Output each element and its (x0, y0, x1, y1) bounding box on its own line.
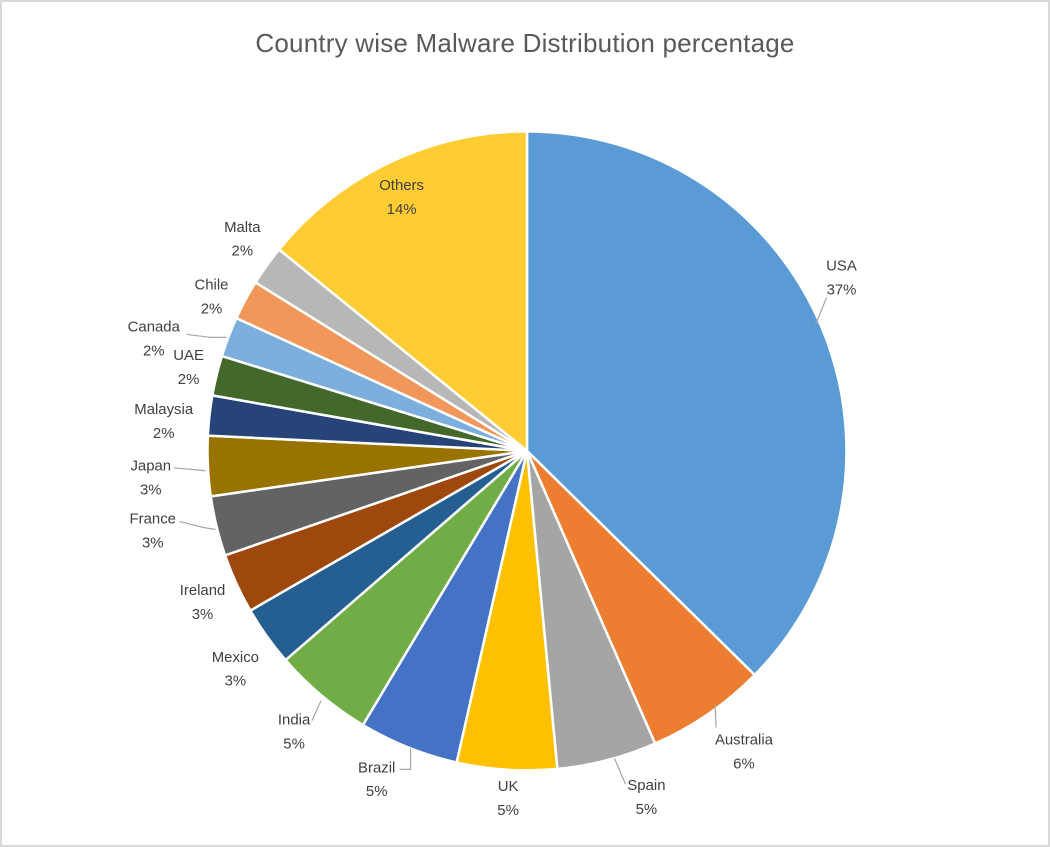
slice-label-france: France 3% (130, 510, 176, 551)
leader-line-canada (186, 333, 227, 339)
leader-line-australia (714, 704, 717, 728)
slice-label-chile: Chile 2% (195, 277, 229, 318)
slice-label-ireland: Ireland 3% (180, 582, 226, 623)
slice-label-uae: UAE 2% (173, 347, 204, 388)
leader-line-spain (614, 758, 627, 785)
pie-slice-others (277, 130, 529, 453)
slice-label-spain: Spain 5% (627, 777, 665, 818)
pie-slice-usa (525, 130, 848, 677)
slice-label-india: India 5% (278, 712, 311, 753)
leader-line-usa (815, 297, 828, 325)
slice-label-others: Others 14% (379, 177, 424, 218)
slice-label-malaysia: Malaysia 2% (134, 401, 194, 442)
slice-label-brazil: Brazil 5% (358, 759, 395, 800)
slice-label-japan: Japan 3% (130, 458, 171, 499)
slice-label-uk: UK 5% (497, 778, 519, 819)
leader-line-india (311, 700, 322, 721)
leader-line-france (179, 520, 216, 531)
chart-title: Country wise Malware Distribution percen… (255, 28, 795, 58)
slice-label-malta: Malta 2% (224, 219, 261, 260)
leader-line-brazil (399, 748, 412, 770)
slice-label-australia: Australia 6% (715, 731, 774, 772)
leader-line-japan (173, 467, 206, 472)
slice-label-canada: Canada 2% (128, 318, 181, 359)
slice-label-usa: USA 37% (826, 258, 857, 299)
slice-label-mexico: Mexico 3% (212, 649, 259, 690)
pie-slice-australia (525, 449, 756, 745)
